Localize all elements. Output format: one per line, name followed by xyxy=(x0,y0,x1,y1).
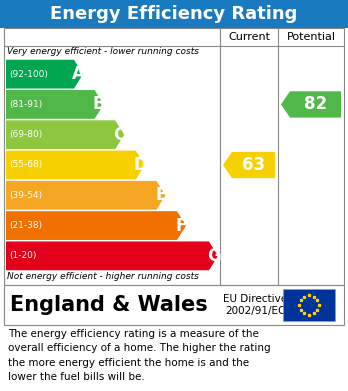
Bar xyxy=(4,285,344,325)
Text: G: G xyxy=(207,247,220,265)
Text: The energy efficiency rating is a measure of the
overall efficiency of a home. T: The energy efficiency rating is a measur… xyxy=(8,329,271,382)
Text: Not energy efficient - higher running costs: Not energy efficient - higher running co… xyxy=(7,272,199,281)
Text: F: F xyxy=(176,217,187,235)
Text: (69-80): (69-80) xyxy=(9,130,42,139)
Bar xyxy=(283,289,335,321)
Polygon shape xyxy=(6,120,124,149)
Text: (81-91): (81-91) xyxy=(9,100,42,109)
Text: Very energy efficient - lower running costs: Very energy efficient - lower running co… xyxy=(7,47,199,56)
Text: (1-20): (1-20) xyxy=(9,251,37,260)
Polygon shape xyxy=(6,242,218,270)
Text: (92-100): (92-100) xyxy=(9,70,48,79)
Text: C: C xyxy=(113,126,126,144)
Polygon shape xyxy=(281,91,341,118)
Polygon shape xyxy=(6,211,186,240)
Text: 82: 82 xyxy=(304,95,327,113)
Text: EU Directive
2002/91/EC: EU Directive 2002/91/EC xyxy=(223,294,287,316)
Text: E: E xyxy=(155,186,167,204)
Text: A: A xyxy=(72,65,85,83)
Text: Energy Efficiency Rating: Energy Efficiency Rating xyxy=(50,5,298,23)
Text: D: D xyxy=(134,156,147,174)
Text: England & Wales: England & Wales xyxy=(10,295,208,315)
Polygon shape xyxy=(223,152,275,178)
Text: Current: Current xyxy=(228,32,270,42)
Bar xyxy=(0,0,348,28)
Text: 63: 63 xyxy=(242,156,265,174)
Polygon shape xyxy=(6,60,83,88)
Bar xyxy=(4,28,344,285)
Text: (21-38): (21-38) xyxy=(9,221,42,230)
Text: Potential: Potential xyxy=(286,32,335,42)
Polygon shape xyxy=(6,181,165,210)
Polygon shape xyxy=(6,90,104,119)
Polygon shape xyxy=(6,151,145,179)
Text: (55-68): (55-68) xyxy=(9,160,42,170)
Text: (39-54): (39-54) xyxy=(9,191,42,200)
Text: B: B xyxy=(93,95,105,113)
